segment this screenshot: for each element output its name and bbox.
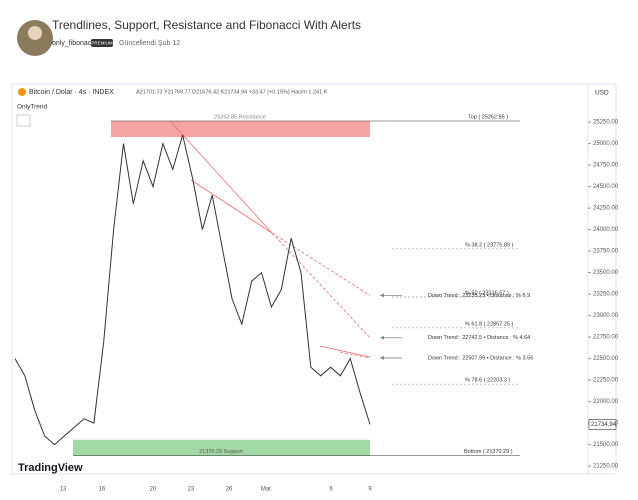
updated: Güncellendi Şub 12 — [119, 40, 180, 47]
support-zone — [73, 439, 370, 456]
badge: PREMIUM — [91, 41, 113, 46]
symbol: Bitcoin / Dolar · 4s · INDEX — [29, 89, 114, 96]
idea-title: Trendlines, Support, Resistance and Fibo… — [52, 18, 361, 32]
x-tick-label: Mar — [261, 487, 271, 493]
trend-projection — [339, 351, 371, 359]
resistance-label: 25262.85 Resistance — [214, 114, 266, 120]
trend-line — [190, 179, 273, 234]
y-tick-label: 24250.00 — [593, 206, 619, 212]
x-tick-label: 13 — [60, 487, 67, 493]
fib-label: % 78.6 ( 22203.3 ) — [465, 378, 510, 384]
support-label: 21370.29 Support — [199, 449, 243, 455]
y-tick-label: 25250.00 — [593, 120, 619, 126]
x-tick-label: 9 — [368, 487, 372, 493]
fib-label: % 50 ( 23216.57 ) — [465, 290, 509, 296]
resistance-zone — [111, 120, 370, 137]
trend-line — [319, 345, 371, 358]
last-price: 21734.94 — [591, 422, 617, 428]
x-tick-label: 16 — [99, 487, 106, 493]
ohlc: A21701.73 Y21769.77 D21676.42 K21734.94 … — [136, 89, 328, 95]
trend-line — [170, 121, 273, 234]
avatar-face — [28, 26, 42, 40]
y-tick-label: 24750.00 — [593, 163, 619, 169]
collapse-button[interactable] — [16, 114, 31, 127]
arrow-head — [380, 355, 384, 360]
bottom-label: Bottom ( 21370.29 ) — [464, 449, 513, 455]
trend-projection — [271, 232, 371, 339]
y-tick-label: 24500.00 — [593, 184, 619, 190]
y-tick-label: 25000.00 — [593, 141, 619, 147]
arrow-head — [380, 293, 384, 298]
y-tick-label: 24000.00 — [593, 227, 619, 233]
y-tick-label: 22250.00 — [593, 378, 619, 384]
x-tick-label: 20 — [150, 487, 157, 493]
indicator: OnlyTrend — [17, 104, 47, 111]
trend-label: Down Trend : 23235.23 • Distance : % 6.9 — [428, 293, 530, 299]
y-tick-label: 22000.00 — [593, 399, 619, 405]
last-price-tag — [588, 419, 617, 430]
author[interactable]: only_fibonacci — [52, 40, 97, 47]
fib-label: % 61.8 ( 22857.25 ) — [465, 321, 513, 327]
y-tick-label: 21500.00 — [593, 442, 619, 448]
chart-frame — [11, 83, 617, 475]
trend-projection — [271, 232, 371, 296]
arrow-head — [380, 335, 384, 340]
y-tick-label: 23500.00 — [593, 270, 619, 276]
fib-label: % 38.2 ( 23775.89 ) — [465, 242, 513, 248]
top-label: Top ( 25262.85 ) — [468, 114, 508, 120]
y-tick-label: 21250.00 — [593, 464, 619, 470]
badge-bg — [91, 39, 113, 47]
x-tick-label: 23 — [188, 487, 195, 493]
x-tick-label: 26 — [226, 487, 233, 493]
currency: USD — [595, 90, 609, 97]
y-tick-label: 23000.00 — [593, 313, 619, 319]
trend-label: Down Trend : 22742.5 • Distance : % 4.64 — [428, 335, 530, 341]
y-tick-label: 22750.00 — [593, 335, 619, 341]
trend-label: Down Trend : 22507.99 • Distance : % 3.5… — [428, 355, 533, 361]
plot: 21250.0021500.0021750.0022000.0022250.00… — [14, 114, 619, 493]
y-tick-label: 23750.00 — [593, 249, 619, 255]
brand: TradingView — [18, 462, 83, 474]
price-line — [14, 134, 371, 446]
btc-icon — [18, 88, 26, 96]
y-tick-label: 22500.00 — [593, 356, 619, 362]
y-tick-label: 23250.00 — [593, 292, 619, 298]
x-tick-label: 6 — [329, 487, 333, 493]
